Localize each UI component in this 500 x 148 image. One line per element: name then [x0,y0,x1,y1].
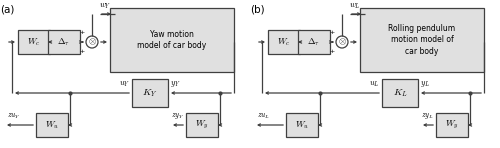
Text: $u_Y$: $u_Y$ [118,80,130,89]
Text: $u_L$: $u_L$ [370,80,380,89]
Text: $W_u$: $W_u$ [295,119,309,131]
Bar [48,30,80,54]
Bar [298,30,330,54]
Bar [286,113,318,137]
Text: $W_y$: $W_y$ [195,119,209,131]
Bar [110,8,234,72]
Text: $\otimes$: $\otimes$ [88,37,96,47]
Bar [360,8,484,72]
Text: $K_Y$: $K_Y$ [142,87,158,99]
Text: $\Delta_{\tau}$: $\Delta_{\tau}$ [308,36,320,48]
Text: Yaw motion
model of car body: Yaw motion model of car body [138,30,206,50]
Bar [268,30,300,54]
Text: $y_L$: $y_L$ [420,79,430,89]
Text: $zy_{L}$: $zy_{L}$ [422,111,434,121]
Text: $W_y$: $W_y$ [445,119,459,131]
Text: $w_Y$: $w_Y$ [99,2,112,11]
Bar [382,79,418,107]
Bar [18,30,50,54]
Text: +: + [330,49,335,54]
Text: $y_Y$: $y_Y$ [170,79,180,89]
Text: $W_c$: $W_c$ [28,36,40,48]
Text: $zu_{L}$: $zu_{L}$ [257,112,270,121]
Bar [132,79,168,107]
Bar [436,113,468,137]
Bar [186,113,218,137]
Text: $\Delta_{\tau}$: $\Delta_{\tau}$ [58,36,70,48]
Text: $zy_{Y}$: $zy_{Y}$ [170,111,184,121]
Text: +: + [80,49,85,54]
Text: Rolling pendulum
motion model of
car body: Rolling pendulum motion model of car bod… [388,24,456,56]
Text: $K_L$: $K_L$ [392,87,407,99]
Text: $W_u$: $W_u$ [45,119,59,131]
Text: +: + [330,30,335,35]
Text: $W_c$: $W_c$ [278,36,290,48]
Text: $zu_{Y}$: $zu_{Y}$ [7,112,21,121]
Text: $\otimes$: $\otimes$ [338,37,346,47]
Text: (b): (b) [250,4,264,14]
Bar [36,113,68,137]
Text: +: + [80,30,85,35]
Text: (a): (a) [0,4,14,14]
Text: $w_L$: $w_L$ [349,2,360,11]
